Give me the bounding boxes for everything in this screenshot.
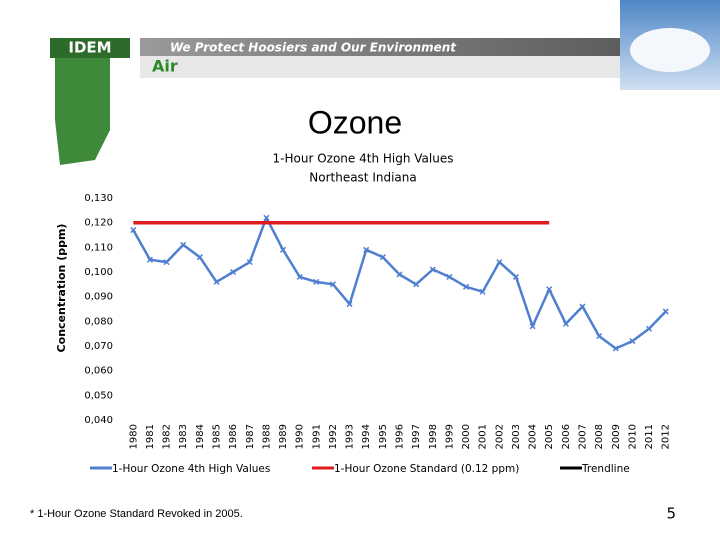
marker xyxy=(596,333,603,340)
legend-label: 1-Hour Ozone 4th High Values xyxy=(112,463,270,475)
x-tick-label: 2011 xyxy=(644,424,655,449)
marker xyxy=(529,323,536,330)
x-tick-label: 2008 xyxy=(594,424,605,449)
x-tick-label: 2000 xyxy=(461,424,472,449)
y-tick-label: 0,040 xyxy=(84,415,113,426)
marker xyxy=(562,320,569,327)
y-tick-label: 0,050 xyxy=(84,390,113,401)
y-axis-label: Concentration (ppm) xyxy=(55,224,68,353)
marker xyxy=(213,278,220,285)
x-tick-label: 1999 xyxy=(444,424,455,449)
header-band xyxy=(140,38,620,56)
x-tick-label: 1985 xyxy=(212,424,223,449)
marker xyxy=(163,259,170,266)
marker xyxy=(413,281,420,288)
y-tick-label: 0,130 xyxy=(84,193,113,204)
marker xyxy=(429,266,436,273)
x-tick-label: 1991 xyxy=(311,424,322,449)
x-tick-label: 1994 xyxy=(361,424,372,449)
marker xyxy=(146,256,153,263)
x-tick-label: 1981 xyxy=(145,424,156,449)
marker xyxy=(512,273,519,280)
marker xyxy=(446,273,453,280)
x-tick-label: 2012 xyxy=(661,424,672,449)
logo-bg xyxy=(50,38,130,58)
marker xyxy=(196,254,203,261)
x-tick-label: 1998 xyxy=(428,424,439,449)
x-tick-label: 2010 xyxy=(627,424,638,449)
marker xyxy=(646,325,653,332)
y-tick-label: 0,110 xyxy=(84,242,113,253)
tagline: We Protect Hoosiers and Our Environment xyxy=(170,41,457,55)
marker xyxy=(612,345,619,352)
marker xyxy=(130,227,137,234)
cloud xyxy=(630,28,710,72)
x-tick-label: 2005 xyxy=(544,424,555,449)
chart-subtitle: Northeast Indiana xyxy=(309,171,416,185)
x-tick-label: 1987 xyxy=(245,424,256,449)
x-tick-label: 2003 xyxy=(511,424,522,449)
marker xyxy=(496,259,503,266)
y-tick-label: 0,120 xyxy=(84,218,113,229)
page-number: 5 xyxy=(666,505,676,523)
x-tick-label: 1980 xyxy=(128,424,139,449)
x-tick-label: 1988 xyxy=(261,424,272,449)
x-tick-label: 1984 xyxy=(195,424,206,449)
y-tick-label: 0,070 xyxy=(84,341,113,352)
chart-title: 1-Hour Ozone 4th High Values xyxy=(273,152,454,166)
footnote: * 1-Hour Ozone Standard Revoked in 2005. xyxy=(30,508,243,520)
section-title: Air xyxy=(152,57,178,76)
x-tick-label: 1996 xyxy=(395,424,406,449)
marker xyxy=(463,283,470,290)
marker xyxy=(263,214,270,221)
x-tick-label: 1995 xyxy=(378,424,389,449)
slide-title: Ozone xyxy=(308,104,402,140)
marker xyxy=(313,278,320,285)
x-tick-label: 2006 xyxy=(561,424,572,449)
marker xyxy=(180,241,187,248)
x-tick-label: 1983 xyxy=(178,424,189,449)
x-tick-label: 2002 xyxy=(494,424,505,449)
x-tick-label: 2007 xyxy=(578,424,589,449)
series-line xyxy=(132,216,667,350)
logo-shape xyxy=(55,55,110,165)
legend-label: 1-Hour Ozone Standard (0.12 ppm) xyxy=(334,463,519,475)
y-tick-label: 0,100 xyxy=(84,267,113,278)
x-tick-label: 2009 xyxy=(611,424,622,449)
marker xyxy=(296,273,303,280)
marker xyxy=(546,286,553,293)
header-sub-band xyxy=(140,56,620,78)
x-tick-label: 1992 xyxy=(328,424,339,449)
marker xyxy=(280,246,287,253)
legend-label: Trendline xyxy=(581,463,630,475)
x-tick-label: 1986 xyxy=(228,424,239,449)
marker xyxy=(662,308,669,315)
marker xyxy=(346,301,353,308)
marker xyxy=(479,288,486,295)
marker xyxy=(579,303,586,310)
y-tick-label: 0,060 xyxy=(84,366,113,377)
marker xyxy=(363,246,370,253)
x-tick-label: 1993 xyxy=(345,424,356,449)
y-tick-label: 0,090 xyxy=(84,292,113,303)
marker xyxy=(246,259,253,266)
marker xyxy=(379,254,386,261)
marker xyxy=(230,268,237,276)
x-tick-label: 1982 xyxy=(162,424,173,449)
x-tick-label: 2001 xyxy=(478,424,489,449)
marker xyxy=(396,271,403,278)
y-tick-label: 0,080 xyxy=(84,316,113,327)
marker xyxy=(329,281,336,288)
logo-text: IDEM xyxy=(68,39,111,57)
marker xyxy=(629,338,636,345)
x-tick-label: 1989 xyxy=(278,424,289,449)
x-tick-label: 2004 xyxy=(528,424,539,449)
x-tick-label: 1997 xyxy=(411,424,422,449)
x-tick-label: 1990 xyxy=(295,424,306,449)
